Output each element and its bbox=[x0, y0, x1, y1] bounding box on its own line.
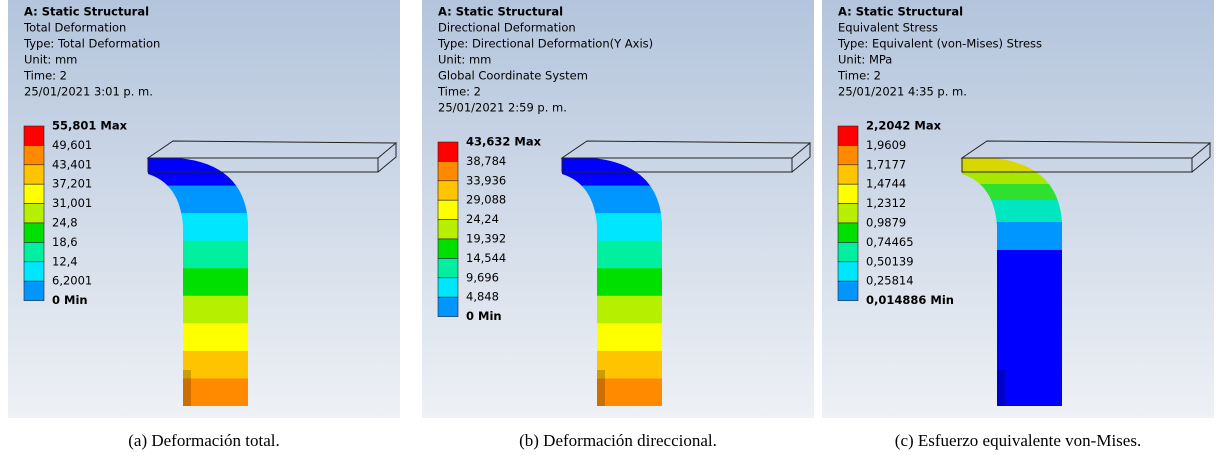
caption: (a) Deformación total. bbox=[128, 431, 280, 450]
header-line: Unit: MPa bbox=[838, 53, 892, 67]
legend-label: 43,632 Max bbox=[466, 135, 542, 149]
header-line: Type: Total Deformation bbox=[23, 37, 160, 51]
legend-swatch bbox=[438, 161, 458, 180]
legend-label: 1,2312 bbox=[866, 196, 906, 210]
legend-label: 43,401 bbox=[52, 157, 92, 171]
legend-swatch bbox=[24, 184, 44, 203]
legend-label: 4,848 bbox=[466, 290, 499, 304]
header-line: Time: 2 bbox=[23, 69, 67, 83]
legend-label: 1,7177 bbox=[866, 157, 906, 171]
header-line: A: Static Structural bbox=[438, 5, 563, 19]
header-line: 25/01/2021 2:59 p. m. bbox=[438, 101, 567, 115]
legend-label: 0,50139 bbox=[866, 254, 914, 268]
beam-shade bbox=[183, 370, 191, 410]
legend-swatch bbox=[438, 220, 458, 239]
legend-label: 0 Min bbox=[52, 293, 88, 307]
legend-label: 33,936 bbox=[466, 173, 506, 187]
legend-swatch bbox=[438, 239, 458, 258]
header-line: Time: 2 bbox=[837, 69, 881, 83]
legend-label: 0 Min bbox=[466, 309, 502, 323]
header-line: Unit: mm bbox=[438, 53, 491, 67]
legend-swatch bbox=[438, 278, 458, 297]
figure-canvas: A: Static Structural Total Deformation Typ… bbox=[0, 0, 1224, 460]
legend-label: 19,392 bbox=[466, 232, 506, 246]
header-line: Type: Equivalent (von-Mises) Stress bbox=[837, 37, 1042, 51]
legend-label: 9,696 bbox=[466, 270, 499, 284]
header-line: Directional Deformation bbox=[438, 21, 576, 35]
legend-swatch bbox=[24, 262, 44, 281]
caption: (b) Deformación direccional. bbox=[519, 431, 717, 450]
legend-swatch bbox=[838, 262, 858, 281]
figure: A: Static Structural Total Deformation Typ… bbox=[0, 0, 1224, 460]
legend-label: 18,6 bbox=[52, 235, 78, 249]
panel: A: Static Structural Equivalent Stress Typ… bbox=[822, 0, 1214, 450]
legend-swatch bbox=[438, 181, 458, 200]
header-line: Equivalent Stress bbox=[838, 21, 938, 35]
beam-shade bbox=[997, 370, 1005, 410]
legend-swatch bbox=[838, 223, 858, 242]
legend-swatch bbox=[24, 223, 44, 242]
header-line: 25/01/2021 3:01 p. m. bbox=[24, 85, 153, 99]
legend-label: 38,784 bbox=[466, 154, 506, 168]
legend-label: 6,2001 bbox=[52, 274, 92, 288]
legend-swatch bbox=[438, 297, 458, 316]
legend-label: 0,014886 Min bbox=[866, 293, 954, 307]
legend-label: 37,201 bbox=[52, 177, 92, 191]
legend-label: 55,801 Max bbox=[52, 119, 128, 133]
legend-label: 12,4 bbox=[52, 254, 78, 268]
legend-swatch bbox=[838, 126, 858, 145]
legend-label: 49,601 bbox=[52, 138, 92, 152]
legend-swatch bbox=[24, 165, 44, 184]
legend-label: 1,4744 bbox=[866, 177, 906, 191]
legend-label: 1,9609 bbox=[866, 138, 906, 152]
legend-swatch bbox=[838, 165, 858, 184]
legend-swatch bbox=[24, 281, 44, 300]
legend-swatch bbox=[24, 242, 44, 261]
header-line: Unit: mm bbox=[24, 53, 77, 67]
header-line: Global Coordinate System bbox=[438, 69, 588, 83]
legend-swatch bbox=[838, 242, 858, 261]
header-line: A: Static Structural bbox=[24, 5, 149, 19]
panel: A: Static Structural Total Deformation Typ… bbox=[8, 0, 400, 450]
legend-swatch bbox=[24, 126, 44, 145]
legend-label: 24,24 bbox=[466, 212, 499, 226]
legend-label: 0,9879 bbox=[866, 216, 906, 230]
panel: A: Static Structural Directional Deformat… bbox=[422, 0, 814, 450]
legend-swatch bbox=[838, 184, 858, 203]
legend-label: 2,2042 Max bbox=[866, 119, 942, 133]
legend-label: 24,8 bbox=[52, 216, 78, 230]
caption: (c) Esfuerzo equivalente von-Mises. bbox=[895, 431, 1141, 450]
beam-shade bbox=[597, 370, 605, 410]
legend-label: 14,544 bbox=[466, 251, 506, 265]
legend-label: 29,088 bbox=[466, 193, 506, 207]
legend-swatch bbox=[838, 145, 858, 164]
header-line: Type: Directional Deformation(Y Axis) bbox=[437, 37, 653, 51]
legend-swatch bbox=[24, 145, 44, 164]
legend-label: 31,001 bbox=[52, 196, 92, 210]
legend-label: 0,25814 bbox=[866, 274, 914, 288]
legend-label: 0,74465 bbox=[866, 235, 914, 249]
header-line: 25/01/2021 4:35 p. m. bbox=[838, 85, 967, 99]
legend-swatch bbox=[438, 142, 458, 161]
header-line: Time: 2 bbox=[437, 85, 481, 99]
header-line: Total Deformation bbox=[23, 21, 126, 35]
legend-swatch bbox=[838, 204, 858, 223]
legend-swatch bbox=[24, 204, 44, 223]
header-line: A: Static Structural bbox=[838, 5, 963, 19]
legend-swatch bbox=[438, 200, 458, 219]
legend-swatch bbox=[438, 258, 458, 277]
legend-swatch bbox=[838, 281, 858, 300]
